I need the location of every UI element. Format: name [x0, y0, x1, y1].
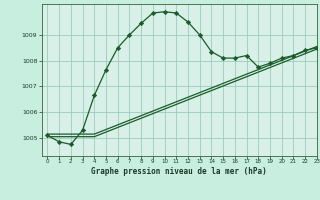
X-axis label: Graphe pression niveau de la mer (hPa): Graphe pression niveau de la mer (hPa): [91, 167, 267, 176]
